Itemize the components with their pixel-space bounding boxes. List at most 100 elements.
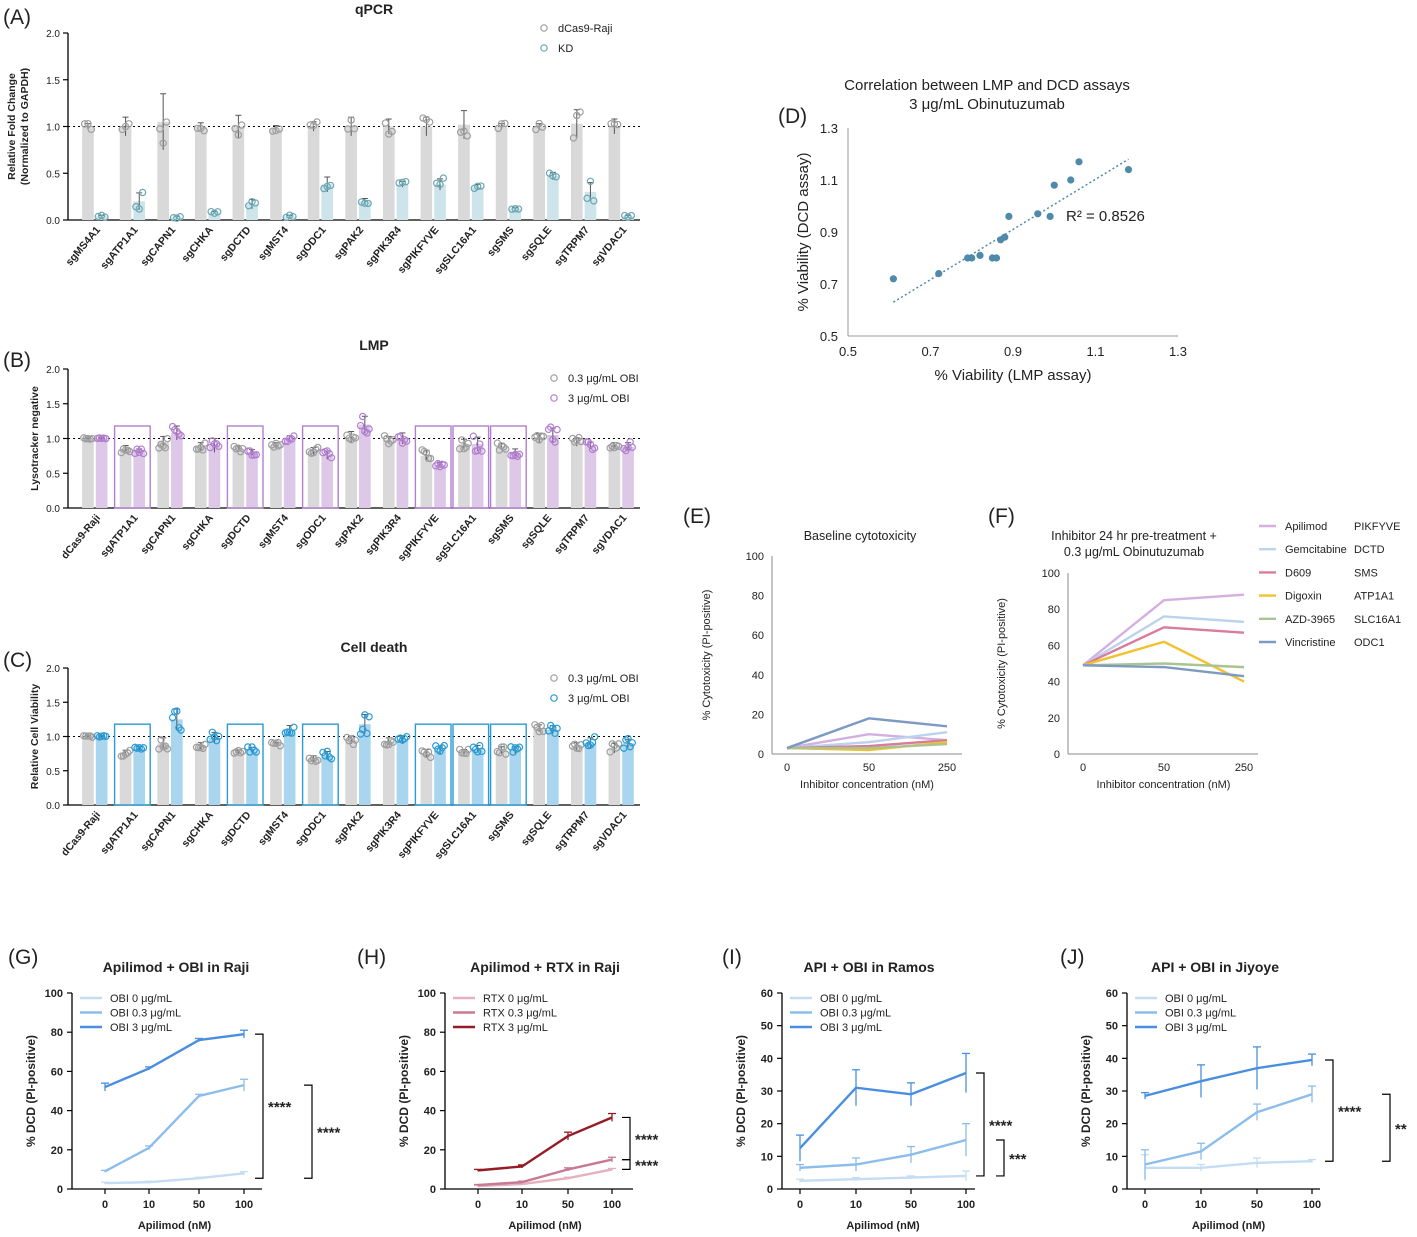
data-point (544, 425, 553, 434)
data-point (502, 445, 510, 453)
y-tick-label: 1.5 (46, 400, 60, 411)
data-point (159, 442, 167, 450)
bar (95, 736, 108, 805)
data-point (547, 423, 555, 431)
panel-label: (B) (3, 349, 31, 372)
bar (434, 464, 446, 508)
data-point (532, 125, 540, 134)
data-point (1001, 233, 1009, 241)
data-point (177, 726, 185, 734)
highlight-box (226, 723, 264, 806)
data-point (473, 748, 482, 756)
bar (157, 121, 169, 220)
data-point (200, 127, 208, 135)
bar (547, 729, 559, 805)
highlight-box (414, 425, 452, 509)
bar (270, 128, 282, 220)
data-point (206, 443, 214, 452)
legend-label: RTX 0 μg/mL (483, 993, 548, 1005)
chart-title: LMP (359, 337, 389, 353)
y-tick-label: 0.5 (46, 469, 60, 480)
category-label: sgVDAC1 (590, 512, 630, 556)
legend-target: SMS (1354, 567, 1378, 579)
bar (533, 438, 545, 508)
legend-marker (550, 694, 558, 702)
bar (307, 451, 320, 508)
significance-bracket (996, 1139, 1005, 1177)
bar (82, 438, 94, 508)
data-point (80, 120, 89, 128)
x-axis-label: Inhibitor concentration (nM) (800, 779, 934, 791)
bar (119, 448, 132, 508)
significance-label: **** (989, 1117, 1013, 1134)
bar (345, 437, 357, 508)
data-point (234, 746, 243, 755)
y-tick-label: 60 (1106, 988, 1118, 1000)
data-point (363, 429, 371, 437)
category-label: sgSMS (485, 224, 517, 259)
y-tick-label: 40 (424, 1106, 436, 1118)
trendline (892, 158, 1129, 303)
bar (420, 455, 433, 508)
bar (307, 758, 320, 805)
bar (119, 752, 132, 805)
bar (232, 752, 245, 805)
x-tick-label: 1.3 (1169, 344, 1187, 359)
chart-subtitle: 3 μg/mL Obinutuzumab (909, 96, 1065, 113)
data-point (514, 205, 523, 213)
highlight-box (452, 723, 490, 806)
x-tick-label: 100 (957, 1199, 975, 1211)
y-axis-label: % Cytotoxicity (PI-positive) (701, 590, 713, 721)
y-axis-label: % DCD (PI-positive) (397, 1035, 411, 1147)
chart-title: API + OBI in Ramos (803, 959, 934, 975)
x-tick-label: 50 (193, 1199, 205, 1211)
bar (420, 753, 433, 805)
data-point (157, 736, 165, 744)
panel-C: (C) Cell death 0.0 0.5 1.0 1.5 2.0 Relative Cel… (3, 639, 640, 862)
bar (345, 739, 357, 805)
y-tick-label: 0 (57, 1184, 63, 1196)
data-point (462, 443, 470, 452)
bar (345, 126, 357, 220)
legend-target: SLC16A1 (1354, 614, 1401, 626)
series-line (477, 1116, 613, 1172)
data-point (234, 131, 243, 139)
x-tick-label: 0.9 (1004, 344, 1022, 359)
bar (396, 438, 409, 508)
data-point (325, 753, 334, 761)
data-point (230, 442, 238, 451)
series-line (1082, 640, 1245, 683)
data-point (968, 254, 976, 262)
significance-bracket (622, 1116, 631, 1161)
bar (495, 126, 508, 220)
data-point (402, 437, 411, 445)
significance-label: **** (1338, 1104, 1362, 1121)
highlight-box (113, 425, 151, 509)
data-point (326, 181, 335, 190)
data-point (1050, 181, 1058, 189)
bar (396, 184, 409, 220)
data-point (478, 447, 486, 455)
significance-bracket (1382, 1093, 1391, 1162)
x-tick-label: 10 (1195, 1199, 1207, 1211)
legend-target: PIKFYVE (1354, 521, 1400, 533)
x-tick-label: 0 (1142, 1199, 1148, 1211)
bar (434, 184, 446, 220)
series-line (1145, 1160, 1313, 1169)
r-squared-annotation: R² = 0.8526 (1066, 208, 1145, 225)
bar (533, 126, 545, 220)
y-tick-label: 20 (761, 1119, 773, 1131)
y-tick-label: 20 (1106, 1119, 1118, 1131)
data-point (139, 744, 148, 752)
x-tick-label: 0.5 (839, 344, 857, 359)
bar (584, 191, 597, 220)
legend-target: DCTD (1354, 544, 1385, 556)
y-tick-label: 0 (1054, 749, 1060, 761)
data-point (201, 740, 209, 749)
data-point (499, 743, 508, 751)
panel-I: (I) API + OBI in Ramos 0 10 20 30 40 50 60 0 10 50 1… (722, 946, 1027, 1232)
data-point (350, 125, 359, 133)
y-tick-label: 0.0 (46, 216, 60, 227)
bar (359, 201, 371, 220)
x-tick-label: 10 (516, 1199, 528, 1211)
